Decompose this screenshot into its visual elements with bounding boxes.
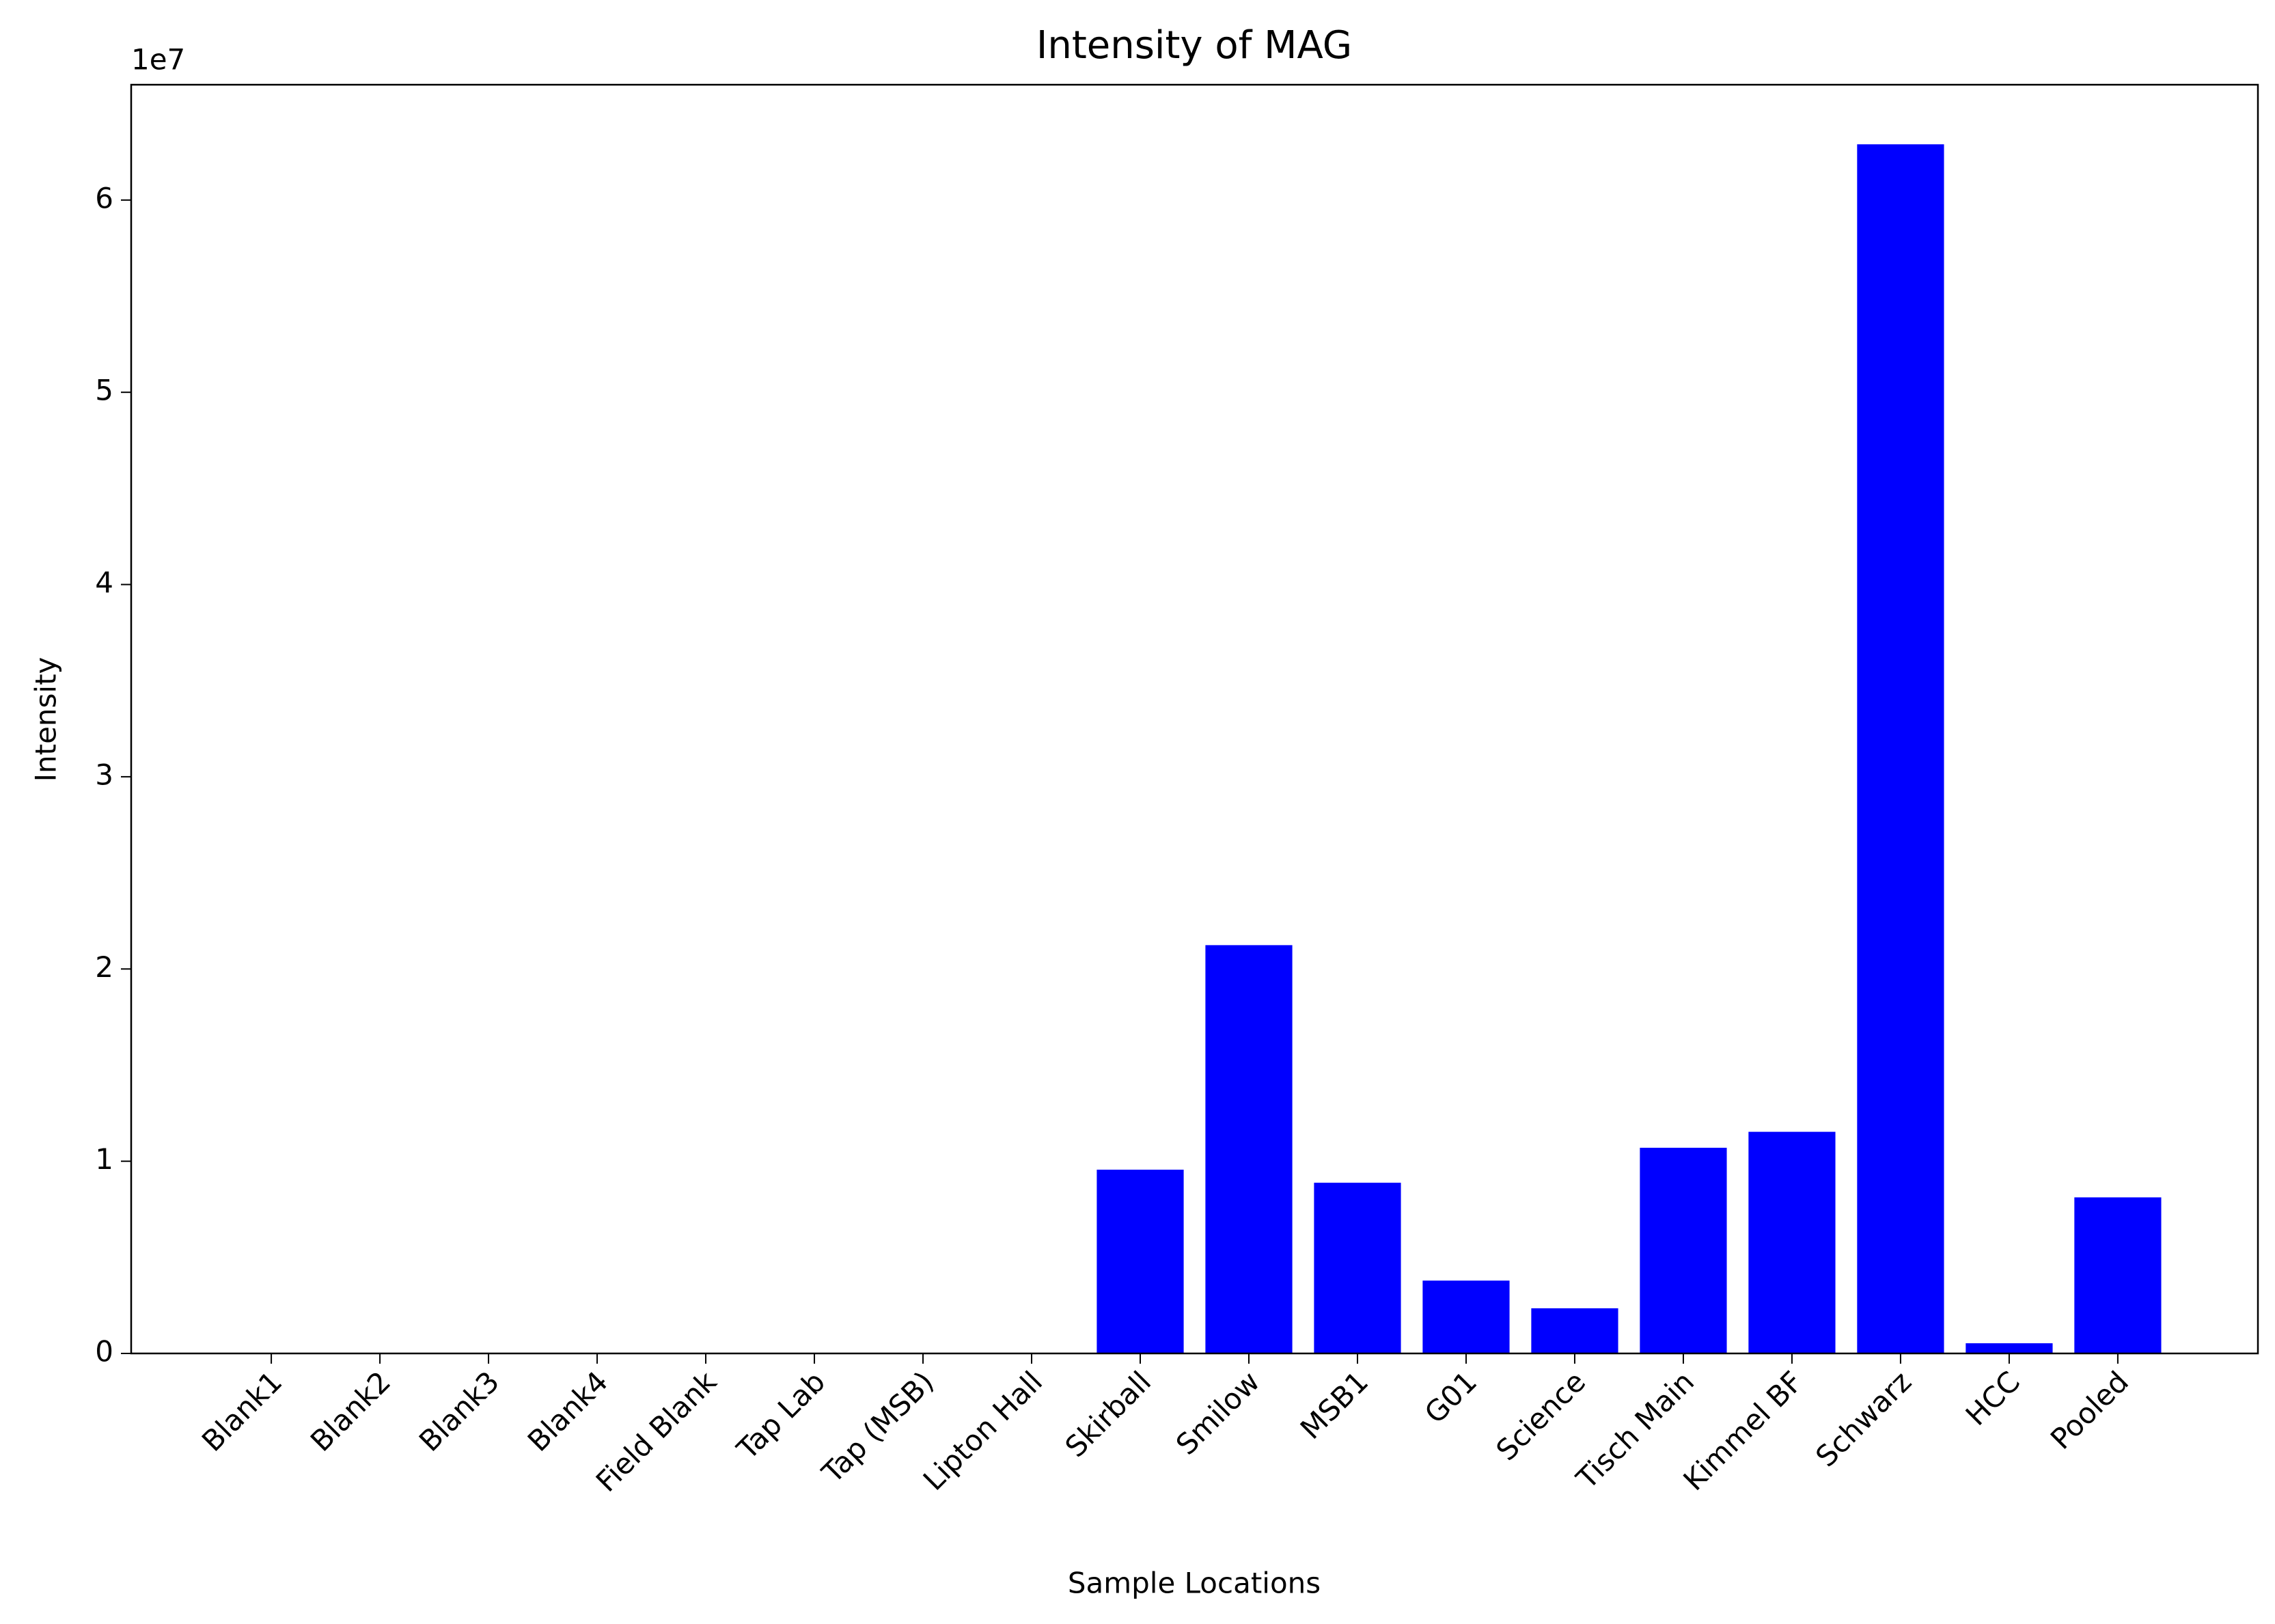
- bar: [1966, 1343, 2053, 1353]
- plot-frame: [130, 83, 2259, 1355]
- y-tick-label: 0: [95, 1335, 113, 1368]
- y-tick-label: 4: [95, 566, 113, 599]
- bar: [1857, 144, 1944, 1353]
- y-tick-label: 1: [95, 1142, 113, 1176]
- bar: [1531, 1308, 1618, 1353]
- bar: [1748, 1131, 1836, 1353]
- y-tick-label: 5: [95, 374, 113, 407]
- bar: [1097, 1170, 1184, 1353]
- bar: [1640, 1147, 1727, 1353]
- bar: [1314, 1183, 1401, 1353]
- y-tick-label: 2: [95, 950, 113, 984]
- y-offset-label: 1e7: [131, 43, 185, 77]
- y-tick-label: 6: [95, 181, 113, 215]
- chart-title: Intensity of MAG: [1036, 23, 1352, 68]
- bar: [1205, 945, 1293, 1353]
- y-axis-label: Intensity: [29, 657, 63, 782]
- bar: [2074, 1197, 2162, 1353]
- bar: [1422, 1280, 1510, 1353]
- x-axis-label: Sample Locations: [1068, 1567, 1321, 1600]
- y-tick-label: 3: [95, 758, 113, 791]
